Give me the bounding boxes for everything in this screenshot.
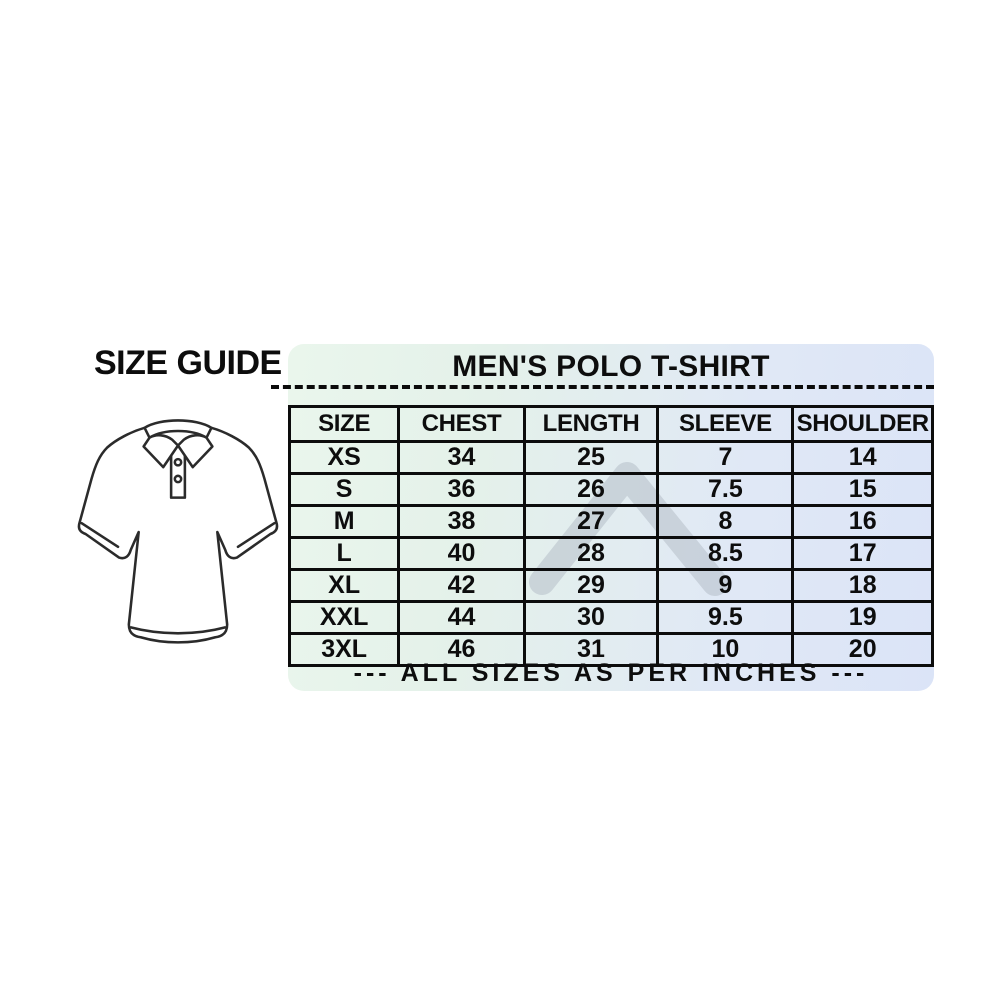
size-row-xl: XL 42 29 9 18 — [287, 568, 934, 603]
size-cell: M — [287, 504, 401, 539]
chest-cell: 42 — [397, 568, 526, 603]
sleeve-cell: 7.5 — [656, 472, 795, 507]
sleeve-cell: 9.5 — [656, 600, 795, 635]
shoulder-cell: 14 — [791, 440, 934, 475]
length-cell: 27 — [522, 504, 660, 539]
length-cell: 30 — [522, 600, 660, 635]
size-row-m: M 38 27 8 16 — [287, 504, 934, 539]
product-title: MEN'S POLO T-SHIRT — [452, 350, 770, 383]
header-row: SIZE CHEST LENGTH SLEEVE SHOULDER — [287, 405, 934, 443]
length-cell: 28 — [522, 536, 660, 571]
sleeve-cell: 8 — [656, 504, 795, 539]
chest-cell: 44 — [397, 600, 526, 635]
size-cell: XXL — [287, 600, 401, 635]
chest-cell: 36 — [397, 472, 526, 507]
page-title: SIZE GUIDE — [94, 344, 282, 382]
size-cell: XL — [287, 568, 401, 603]
size-cell: L — [287, 536, 401, 571]
size-chart-table: SIZE CHEST LENGTH SLEEVE SHOULDER XS 34 … — [287, 405, 934, 667]
shirt-collar-right — [176, 433, 214, 469]
size-cell: S — [287, 472, 401, 507]
right-cuff-line — [236, 521, 276, 549]
dashed-divider — [271, 385, 934, 389]
left-cuff-line — [80, 521, 120, 549]
hem-line — [129, 626, 227, 635]
shirt-body — [77, 422, 279, 644]
shoulder-cell: 15 — [791, 472, 934, 507]
sleeve-cell: 9 — [656, 568, 795, 603]
size-row-l: L 40 28 8.5 17 — [287, 536, 934, 571]
sleeve-cell: 10 — [656, 632, 795, 667]
length-cell: 29 — [522, 568, 660, 603]
units-note: --- ALL SIZES AS PER INCHES --- — [353, 659, 869, 687]
size-row-s: S 36 26 7.5 15 — [287, 472, 934, 507]
chest-cell: 38 — [397, 504, 526, 539]
shoulder-cell: 16 — [791, 504, 934, 539]
size-cell: 3XL — [287, 632, 401, 667]
size-row-xxl: XXL 44 30 9.5 19 — [287, 600, 934, 635]
sleeve-cell: 7 — [656, 440, 795, 475]
sleeve-cell: 8.5 — [656, 536, 795, 571]
chest-cell: 40 — [397, 536, 526, 571]
size-cell: XS — [287, 440, 401, 475]
shoulder-cell: 18 — [791, 568, 934, 603]
shoulder-cell: 17 — [791, 536, 934, 571]
button-icon — [173, 474, 183, 484]
shoulder-cell: 20 — [791, 632, 934, 667]
column-header-size: SIZE — [287, 405, 401, 443]
length-cell: 31 — [522, 632, 660, 667]
shirt-back-collar — [143, 419, 213, 439]
column-header-chest: CHEST — [397, 405, 526, 443]
shoulder-cell: 19 — [791, 600, 934, 635]
size-row-3xl: 3XL 46 31 10 20 — [287, 632, 934, 667]
chest-cell: 34 — [397, 440, 526, 475]
column-header-sleeve: SLEEVE — [656, 405, 795, 443]
length-cell: 25 — [522, 440, 660, 475]
shirt-collar-left — [142, 433, 180, 469]
length-cell: 26 — [522, 472, 660, 507]
column-header-length: LENGTH — [522, 405, 660, 443]
column-header-shoulder: SHOULDER — [791, 405, 934, 443]
chest-cell: 46 — [397, 632, 526, 667]
size-row-xs: XS 34 25 7 14 — [287, 440, 934, 475]
polo-shirt-icon — [77, 419, 279, 644]
button-icon — [173, 457, 183, 467]
size-chart-panel: MEN'S POLO T-SHIRT SIZE CHEST LENGTH SLE… — [271, 344, 934, 691]
